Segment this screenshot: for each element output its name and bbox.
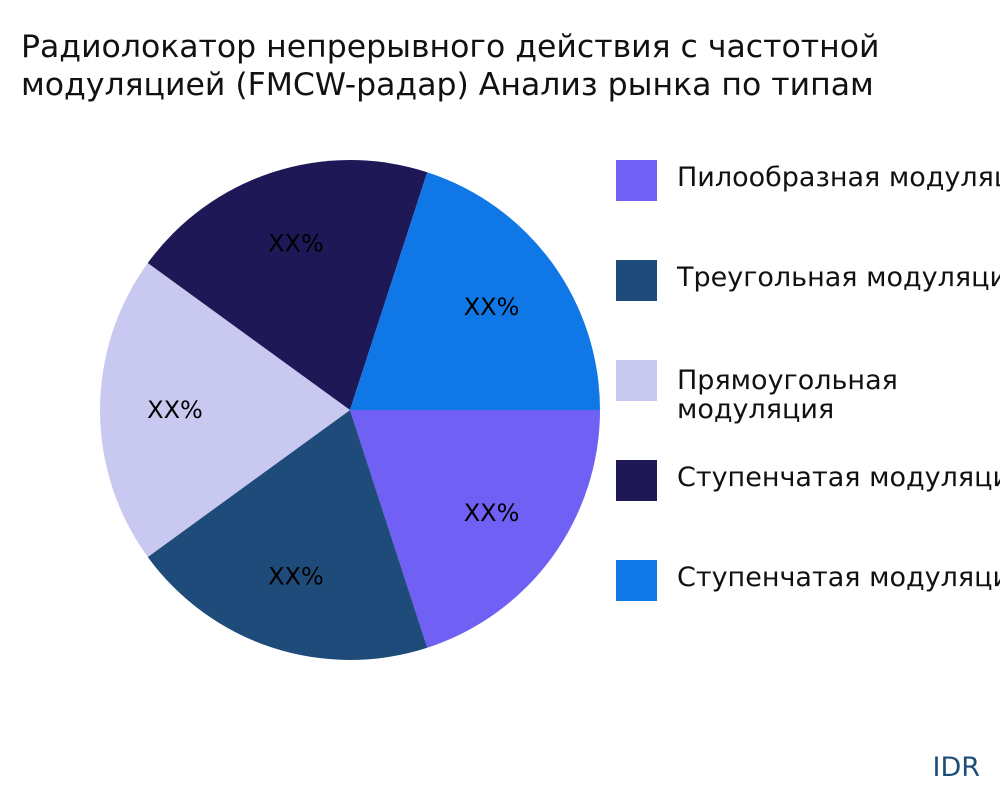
legend-item-triangular[interactable]: Треугольная модуляция [616,260,1000,304]
legend-swatch [616,460,657,501]
legend-label: Ступенчатая модуляция [677,562,1000,593]
legend-item-stepped-1[interactable]: Ступенчатая модуляция [616,460,1000,504]
legend-swatch [616,160,657,201]
pie-slice-label-sawtooth: XX% [464,499,520,527]
legend-item-sawtooth[interactable]: Пилообразная модуляция [616,160,1000,204]
pie-slice-stepped-2[interactable] [350,172,600,410]
chart-title: Радиолокатор непрерывного действия с час… [21,28,981,104]
legend-item-rectangular[interactable]: Прямоугольная модуляция [616,360,1000,430]
pie-slice-label-rectangular: XX% [147,396,203,424]
brand-logo-text: IDR [932,752,980,783]
legend-label: Треугольная модуляция [677,262,1000,293]
legend-swatch [616,360,657,401]
pie-slice-rectangular[interactable] [100,263,350,557]
chart-title-line-2: модуляцией (FMCW-радар) Анализ рынка по … [21,67,874,103]
pie-slice-label-triangular: XX% [268,562,324,590]
legend: Пилообразная модуляция Треугольная модул… [616,160,1000,620]
pie-slice-labels: XX% XX% XX% XX% XX% [147,230,519,591]
legend-label: Пилообразная модуляция [677,162,1000,193]
legend-item-stepped-2[interactable]: Ступенчатая модуляция [616,560,1000,604]
pie-slice-label-stepped-1: XX% [268,230,324,258]
pie-slices [100,160,600,660]
pie-slice-sawtooth[interactable] [350,410,600,648]
legend-label: Ступенчатая модуляция [677,462,1000,493]
chart-title-line-1: Радиолокатор непрерывного действия с час… [21,29,880,65]
legend-swatch [616,260,657,301]
pie-slice-stepped-1[interactable] [147,160,428,410]
pie-slice-label-stepped-2: XX% [464,293,520,321]
legend-label: Прямоугольная модуляция [677,365,898,425]
legend-swatch [616,560,657,601]
pie-slice-triangular[interactable] [147,410,428,660]
